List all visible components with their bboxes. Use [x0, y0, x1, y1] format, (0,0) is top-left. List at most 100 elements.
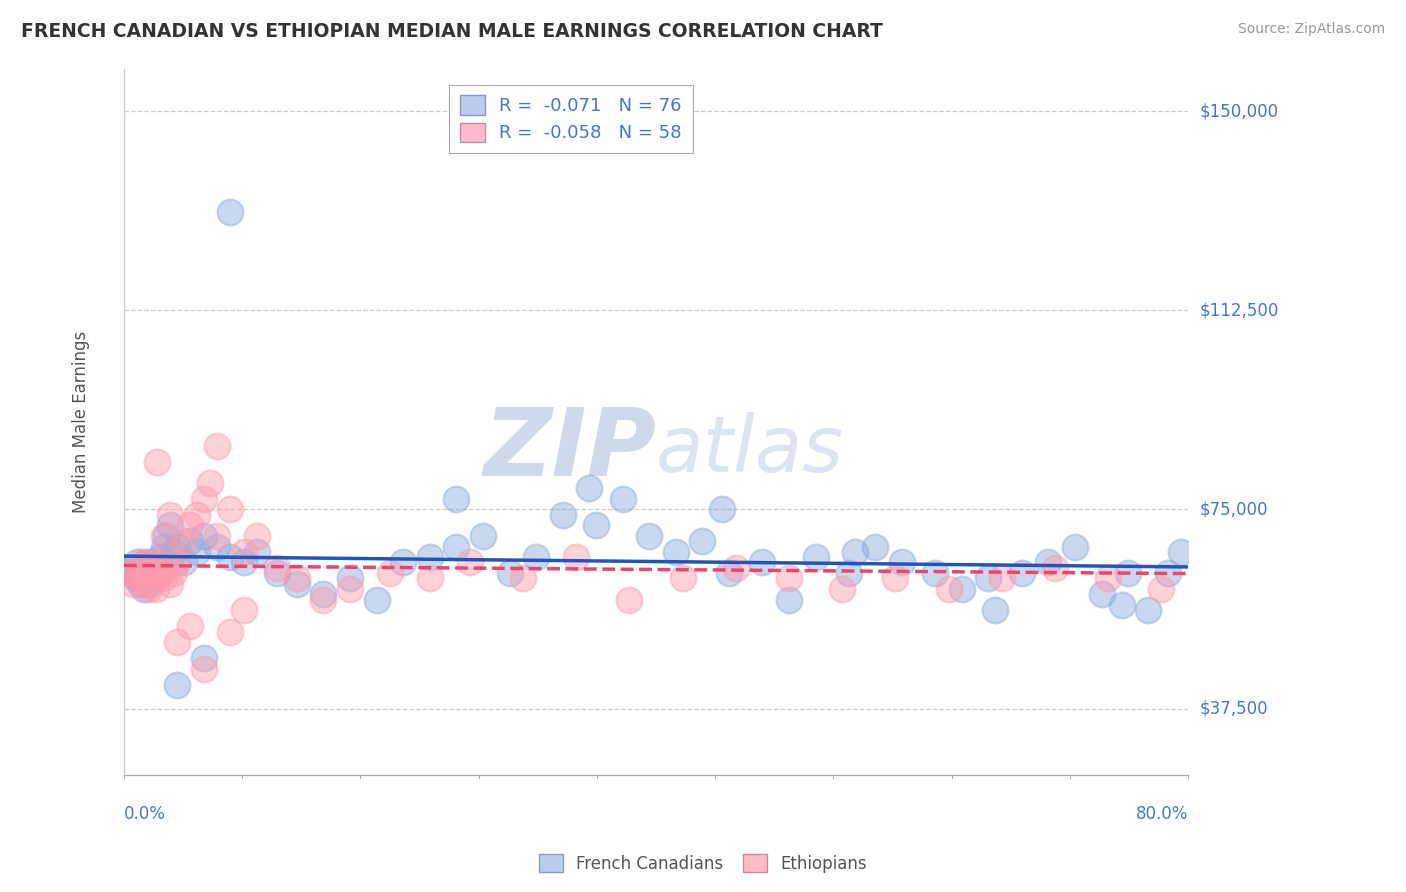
Point [891, 556, 914, 570]
Legend: French Canadians, Ethiopians: French Canadians, Ethiopians [533, 847, 873, 880]
Point [122, 561, 145, 575]
Point [219, 205, 242, 219]
Point [578, 481, 600, 495]
Point [122, 576, 145, 591]
Point [146, 561, 169, 575]
Point [219, 624, 242, 639]
Point [844, 545, 866, 559]
Point [246, 545, 269, 559]
Point [127, 566, 149, 580]
Point [1038, 556, 1060, 570]
Point [865, 540, 887, 554]
Point [205, 439, 228, 453]
Point [142, 556, 165, 570]
Point [131, 571, 153, 585]
Point [129, 561, 152, 575]
Point [984, 603, 1007, 617]
Point [193, 651, 215, 665]
Point [138, 561, 160, 575]
Point [179, 534, 201, 549]
Text: atlas: atlas [657, 412, 844, 488]
Text: $112,500: $112,500 [1199, 301, 1278, 319]
Point [193, 529, 215, 543]
Point [193, 662, 215, 676]
Point [125, 561, 148, 575]
Point [551, 508, 574, 522]
Point [339, 571, 361, 585]
Point [524, 550, 547, 565]
Point [884, 571, 907, 585]
Point [152, 571, 174, 585]
Point [128, 576, 150, 591]
Point [120, 566, 142, 580]
Point [129, 566, 152, 580]
Point [472, 529, 495, 543]
Point [193, 491, 215, 506]
Point [134, 556, 156, 570]
Point [173, 556, 195, 570]
Point [1150, 582, 1173, 596]
Point [938, 582, 960, 596]
Point [166, 678, 188, 692]
Point [145, 571, 167, 585]
Text: Median Male Earnings: Median Male Earnings [72, 331, 90, 513]
Point [219, 550, 242, 565]
Point [619, 592, 641, 607]
Point [638, 529, 661, 543]
Point [149, 566, 172, 580]
Point [446, 491, 468, 506]
Point [246, 529, 269, 543]
Point [565, 550, 588, 565]
Point [166, 635, 188, 649]
Point [232, 545, 254, 559]
Point [392, 556, 415, 570]
Point [671, 571, 693, 585]
Point [120, 566, 142, 580]
Point [136, 571, 159, 585]
Point [163, 566, 186, 580]
Point [1011, 566, 1033, 580]
Point [312, 592, 335, 607]
Point [146, 454, 169, 468]
Text: $37,500: $37,500 [1199, 699, 1268, 717]
Point [1064, 540, 1087, 554]
Point [186, 545, 208, 559]
Point [458, 556, 481, 570]
Point [166, 556, 188, 570]
Point [831, 582, 853, 596]
Point [125, 571, 148, 585]
Point [285, 571, 308, 585]
Point [498, 566, 520, 580]
Point [145, 582, 167, 596]
Point [366, 592, 388, 607]
Point [718, 566, 741, 580]
Point [1111, 598, 1133, 612]
Point [378, 566, 401, 580]
Point [159, 508, 181, 522]
Point [312, 587, 335, 601]
Point [266, 561, 288, 575]
Point [205, 540, 228, 554]
Point [612, 491, 634, 506]
Point [132, 576, 155, 591]
Text: $75,000: $75,000 [1199, 500, 1268, 518]
Point [1097, 571, 1119, 585]
Point [1043, 561, 1066, 575]
Point [266, 566, 288, 580]
Point [724, 561, 747, 575]
Point [692, 534, 714, 549]
Point [446, 540, 468, 554]
Point [136, 571, 159, 585]
Point [166, 540, 188, 554]
Point [751, 556, 773, 570]
Point [163, 545, 186, 559]
Point [152, 529, 174, 543]
Point [419, 571, 441, 585]
Point [149, 550, 172, 565]
Point [924, 566, 946, 580]
Point [232, 603, 254, 617]
Point [339, 582, 361, 596]
Point [1170, 545, 1192, 559]
Point [139, 556, 162, 570]
Point [419, 550, 441, 565]
